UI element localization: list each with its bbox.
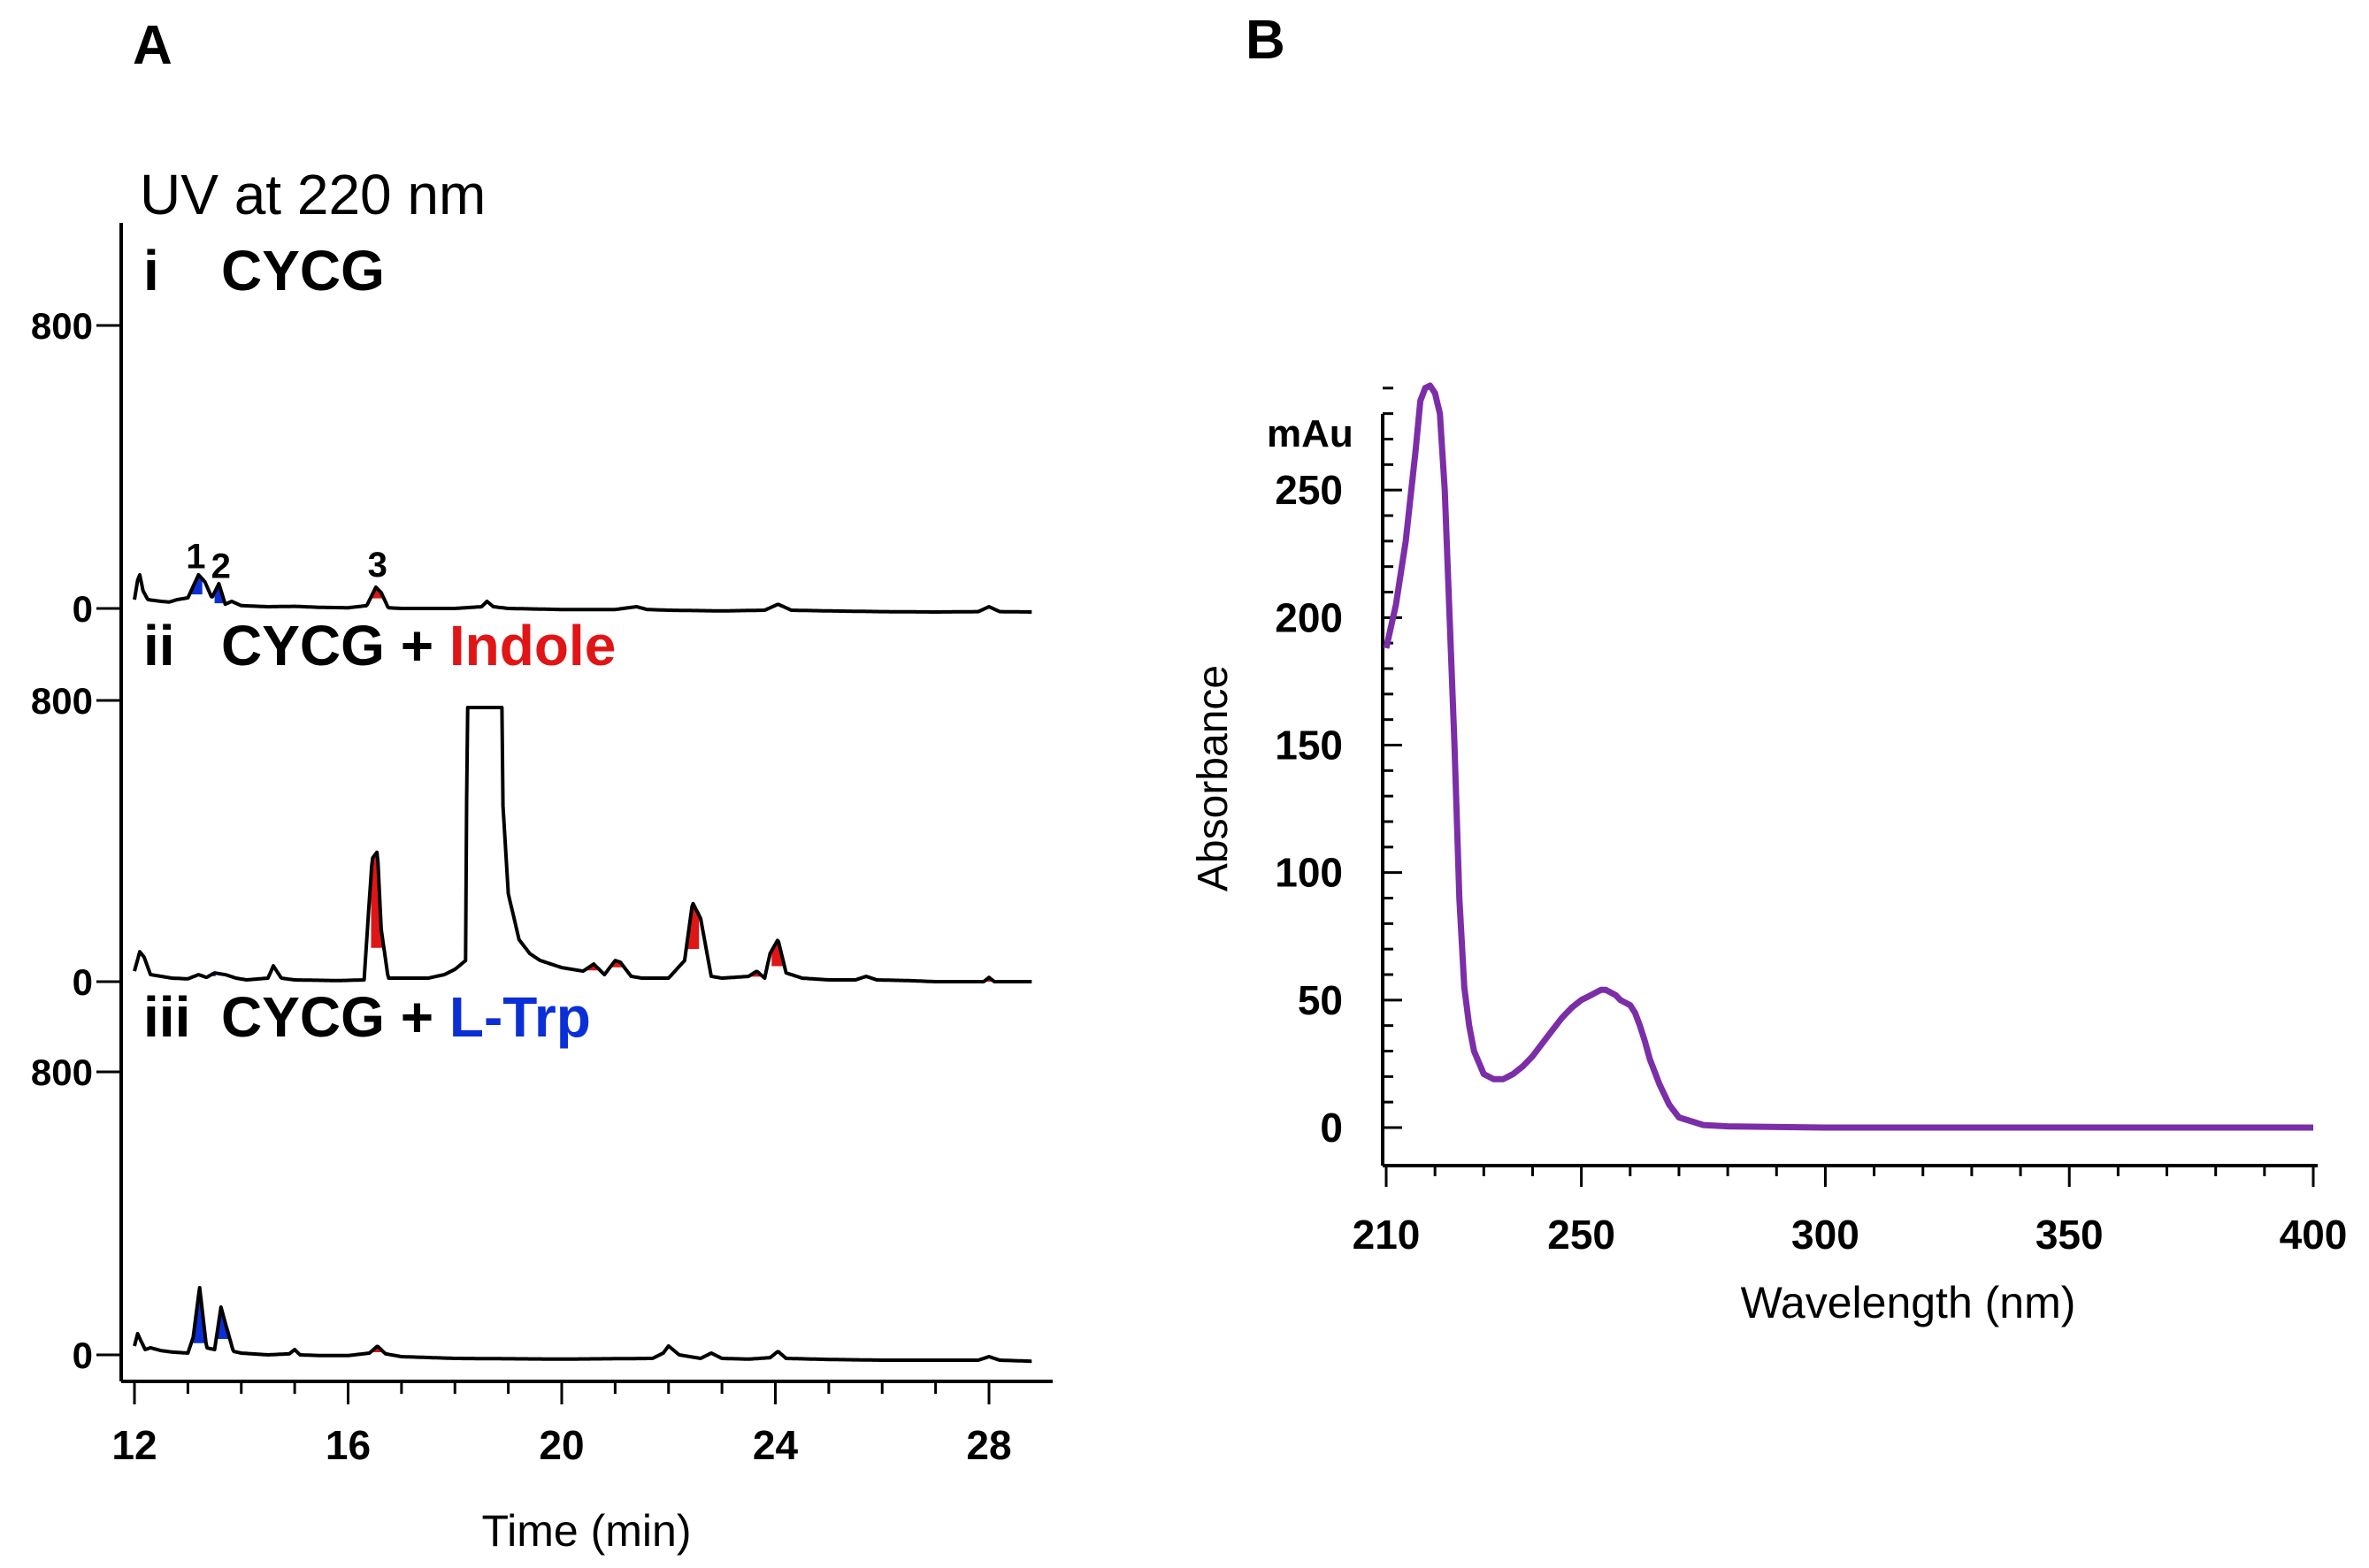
peak-label: 1 xyxy=(186,538,205,577)
trace-label: ii CYCG + Indole xyxy=(143,614,616,677)
spectrum-y-tick-label: 250 xyxy=(1275,467,1343,513)
chromatogram-x-label: Time (min) xyxy=(481,1506,691,1556)
chromatogram-x-tick-label: 20 xyxy=(539,1422,584,1468)
chromatogram-title: UV at 220 nm xyxy=(140,163,486,226)
spectrum-x-tick-label: 300 xyxy=(1791,1212,1859,1258)
trace-sample-name: CYCG + xyxy=(221,985,449,1049)
chromatogram-x-tick-label: 16 xyxy=(326,1422,371,1468)
spectrum-y-unit: mAu xyxy=(1267,412,1353,455)
spectrum-y-tick-label: 100 xyxy=(1275,850,1343,896)
spectrum-x-tick-label: 350 xyxy=(2036,1212,2104,1258)
chromatogram-y-tick-label: 0 xyxy=(73,1335,93,1376)
trace-label: i CYCG xyxy=(143,239,385,302)
spectrum-x-tick-label: 400 xyxy=(2280,1212,2348,1258)
trace-roman-numeral: iii xyxy=(143,985,190,1049)
trace-i: 1 2 3 i CYCG xyxy=(133,239,1033,614)
uv-spectrum-panel: mAu Absorbance Wavelength (nm) 0 50 100 150… xyxy=(1190,382,2348,1327)
chromatogram-x-tick-label: 28 xyxy=(966,1422,1011,1468)
chromatogram-y-tick-label: 800 xyxy=(31,1052,93,1093)
chromatogram-y-tick-label: 0 xyxy=(73,588,93,630)
trace-ii: ii CYCG + Indole xyxy=(133,614,1033,983)
trace-additive: Indole xyxy=(449,614,616,677)
spectrum-y-tick-label: 200 xyxy=(1275,594,1343,640)
trace-line xyxy=(133,573,1033,614)
peak-fill xyxy=(216,1309,229,1339)
chromatogram-y-tick-label: 0 xyxy=(73,961,93,1003)
trace-line xyxy=(133,1286,1033,1364)
chromatogram-y-tick-label: 800 xyxy=(31,305,93,347)
panel-label-a: A xyxy=(133,15,172,76)
spectrum-y-label: Absorbance xyxy=(1190,665,1237,891)
spectrum-y-tick-label: 50 xyxy=(1298,977,1343,1023)
trace-iii: iii CYCG + L-Trp xyxy=(133,985,1033,1364)
trace-line xyxy=(133,706,1033,983)
spectrum-y-tick-label: 150 xyxy=(1275,723,1343,769)
chromatogram-x-tick-label: 24 xyxy=(753,1422,799,1468)
trace-sample-name: CYCG + xyxy=(221,614,449,677)
peak-label: 3 xyxy=(368,546,387,585)
spectrum-y-tick-label: 0 xyxy=(1320,1105,1343,1151)
spectrum-x-tick-label: 250 xyxy=(1547,1212,1615,1258)
chromatogram-x-tick-label: 12 xyxy=(111,1422,157,1468)
trace-label: iii CYCG + L-Trp xyxy=(143,985,591,1049)
trace-additive: L-Trp xyxy=(449,985,591,1049)
spectrum-x-label: Wavelength (nm) xyxy=(1741,1278,2076,1327)
peak-label: 2 xyxy=(211,547,231,586)
trace-roman-numeral: ii xyxy=(143,614,175,677)
spectrum-line xyxy=(1383,382,2313,1131)
chromatogram-panel: UV at 220 nm 0 800 0 800 0 800 1 2 3 i CYCG ii CYCG… xyxy=(31,163,1053,1556)
spectrum-x-tick-label: 210 xyxy=(1353,1212,1421,1258)
trace-sample-name: CYCG xyxy=(221,239,385,302)
chromatogram-y-tick-label: 800 xyxy=(31,680,93,722)
trace-roman-numeral: i xyxy=(143,239,159,302)
panel-label-b: B xyxy=(1246,10,1285,71)
